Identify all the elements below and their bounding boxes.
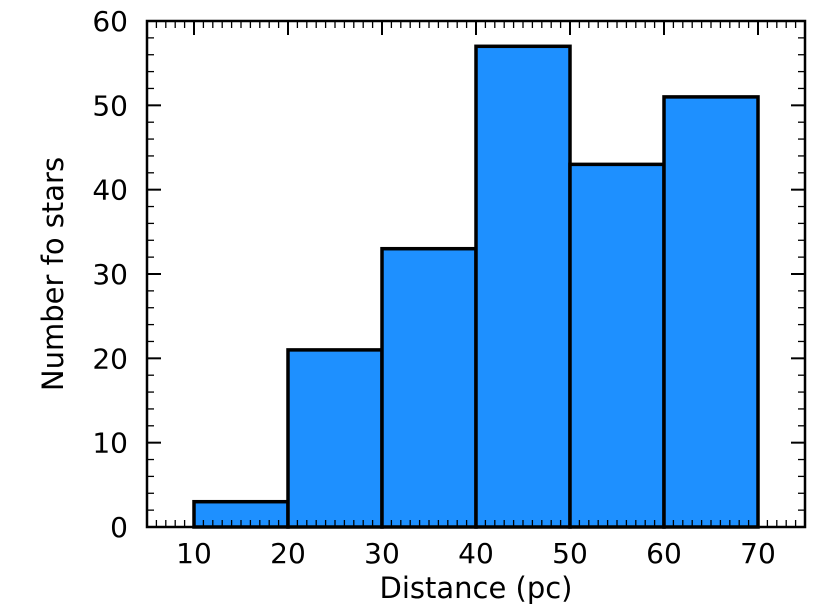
- y-tick-labels: 0 10 20 30 40 50 60: [92, 5, 128, 544]
- x-tick-label: 70: [740, 537, 776, 570]
- histogram-bar-6: [662, 95, 760, 529]
- x-tick-label: 30: [364, 537, 400, 570]
- y-tick-label: 20: [92, 342, 128, 375]
- histogram-bar-3: [380, 246, 478, 529]
- x-tick-label: 60: [646, 537, 682, 570]
- y-tick-label: 10: [92, 427, 128, 460]
- y-tick-label: 50: [92, 89, 128, 122]
- y-axis-label: Number fo stars: [36, 157, 70, 391]
- x-tick-labels: 10 20 30 40 50 60 70: [176, 537, 776, 570]
- x-axis-label: Distance (pc): [379, 571, 572, 605]
- histogram-bar-5: [568, 162, 666, 529]
- y-tick-label: 40: [92, 174, 128, 207]
- y-tick-label: 60: [92, 5, 128, 38]
- x-tick-label: 10: [176, 537, 212, 570]
- histogram-bar-4: [474, 44, 572, 529]
- y-tick-label: 30: [92, 258, 128, 291]
- x-tick-label: 50: [552, 537, 588, 570]
- plot-frame: [145, 19, 807, 529]
- bars-group: [192, 44, 760, 529]
- x-tick-label: 40: [458, 537, 494, 570]
- x-tick-label: 20: [270, 537, 306, 570]
- y-tick-label: 0: [110, 511, 128, 544]
- histogram-bar-2: [286, 348, 384, 529]
